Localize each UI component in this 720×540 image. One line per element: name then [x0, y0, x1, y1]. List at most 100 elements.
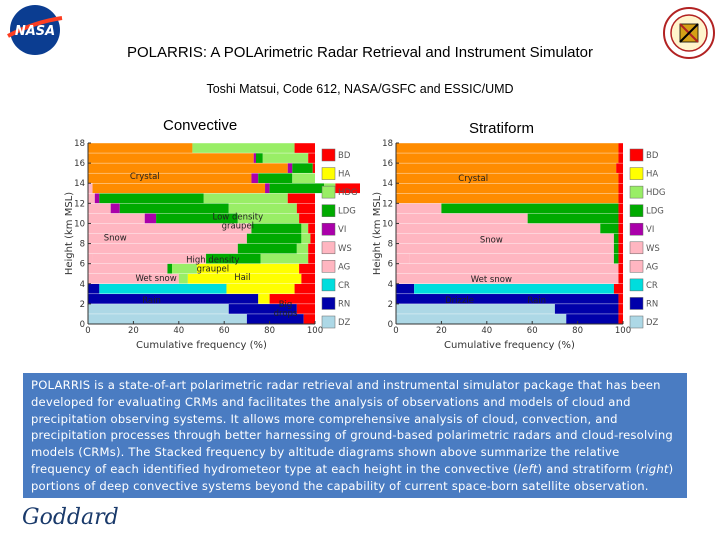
bar-AG [396, 223, 601, 234]
x-tick-label: 20 [128, 326, 139, 336]
bar-CRY [396, 153, 619, 163]
bar-HA [187, 273, 302, 284]
plot-background [396, 143, 623, 324]
bar-LDG [255, 153, 263, 163]
legend-swatch-LDG [629, 204, 644, 217]
y-axis-label: Height (km MSL) [64, 192, 75, 275]
bar-CRY [396, 183, 619, 194]
bar-HDG [228, 203, 297, 214]
bar-WS [396, 263, 619, 274]
annotation-label: Wet snow [471, 275, 512, 285]
bar-RN [246, 314, 304, 324]
bar-BD [287, 193, 315, 204]
legend-swatch-RN [629, 297, 644, 310]
bar-LDG [119, 203, 229, 214]
bar-CRY [92, 183, 266, 194]
annotation-line: graupel [197, 265, 229, 275]
bar-BD [613, 283, 623, 294]
bar-HA [258, 294, 270, 304]
bar-HDG [296, 243, 309, 254]
bar-LDG [156, 213, 238, 224]
annotation-line: High density [186, 256, 239, 266]
bar-LDG [292, 163, 313, 173]
annotation-line: Big [279, 300, 293, 310]
bar-BD [335, 183, 360, 194]
bar-DZ [396, 304, 555, 314]
legend-label-HA: HA [338, 170, 350, 180]
bar-LDG [206, 253, 261, 264]
bar-BD [296, 203, 315, 214]
bar-VI [287, 163, 293, 173]
bar-WS [88, 253, 93, 264]
legend-swatch-WS [321, 241, 336, 255]
legend-swatch-LDG [321, 204, 336, 217]
bar-BD [301, 273, 315, 284]
description-text-2: ) and stratiform ( [537, 461, 641, 476]
bar-BD [296, 304, 315, 314]
legend-swatch-VI [629, 222, 644, 236]
y-tick-label: 2 [388, 300, 393, 310]
bar-HDG [171, 263, 197, 274]
legend-label-RN: RN [338, 299, 350, 309]
stratiform-chart: 0 20 40 60 80 100 0 2 4 6 8 10 12 14 16 18 Cumulative fr… [372, 139, 666, 351]
bar-CR [414, 283, 614, 294]
bar-BD [308, 223, 315, 234]
bar-BD [618, 273, 623, 284]
page-title: POLARRIS: A POLArimetric Radar Retrieval… [126, 44, 593, 61]
bar-BD [618, 183, 623, 194]
bar-BD [618, 294, 623, 304]
bar-AG [88, 223, 252, 234]
legend-swatch-DZ [629, 315, 644, 329]
bar-BD [294, 283, 315, 294]
annotation-line: Snow [104, 234, 127, 244]
legend-swatch-DZ [321, 315, 336, 329]
y-tick-label: 10 [382, 219, 393, 229]
y-tick-label: 6 [388, 260, 393, 270]
legend-swatch-WS [629, 241, 644, 255]
bar-VI [253, 153, 256, 163]
bar-CR [99, 283, 227, 294]
bar-DZ [88, 314, 247, 324]
legend-swatch-HDG [629, 185, 644, 199]
bar-RN [396, 283, 415, 294]
bar-HDG [301, 233, 311, 244]
legend-label-HDG: HDG [646, 188, 666, 198]
convective-title: Convective [163, 117, 238, 134]
bar-BD [618, 193, 623, 204]
bar-HDG [262, 153, 309, 163]
bar-AG [88, 233, 247, 244]
legend-swatch-RN [321, 297, 336, 310]
bar-LDG [99, 193, 204, 204]
bar-BD [618, 304, 623, 314]
x-tick-label: 0 [85, 326, 90, 336]
bar-BD [618, 314, 623, 324]
annotation-line: Snow [480, 236, 503, 246]
bar-AG [409, 253, 614, 264]
legend-label-DZ: DZ [338, 318, 351, 328]
annotation-line: Drizzle [445, 296, 474, 306]
bar-HDG [203, 193, 288, 204]
legend-label-LDG: LDG [646, 207, 664, 217]
legend-label-RN: RN [646, 299, 658, 309]
bar-DZ [88, 304, 229, 314]
annotation-label: Snow [104, 234, 127, 244]
y-tick-label: 12 [74, 199, 85, 209]
y-tick-label: 2 [80, 300, 85, 310]
bar-BD [299, 213, 315, 224]
bar-BD [310, 233, 315, 244]
y-tick-label: 18 [74, 139, 85, 149]
bar-HA [196, 263, 300, 274]
annotation-label: Crystal [458, 174, 488, 184]
bar-AG [88, 213, 145, 224]
annotation-label: Drizzle [445, 296, 474, 306]
annotation-label: Crystal [130, 172, 160, 182]
x-tick-label: 60 [219, 326, 230, 336]
y-tick-label: 0 [80, 320, 85, 330]
bar-VI [110, 203, 120, 214]
legend-swatch-AG [629, 260, 644, 273]
bar-RN [554, 304, 619, 314]
authors-line: Toshi Matsui, Code 612, NASA/GSFC and ES… [206, 82, 514, 96]
bar-AG [92, 253, 207, 264]
bar-DZ [396, 314, 567, 324]
university-seal-logo [663, 7, 715, 59]
